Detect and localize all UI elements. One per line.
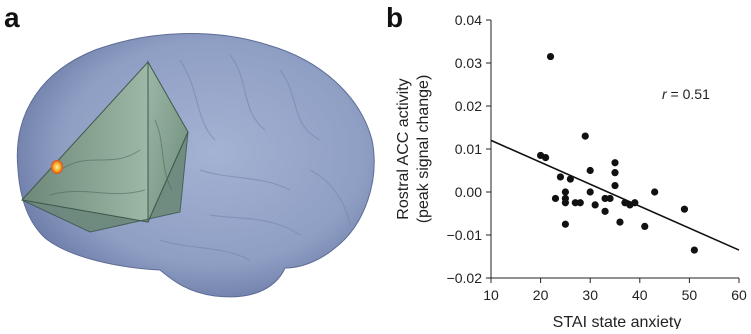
data-point bbox=[616, 218, 624, 226]
x-tick-label: 40 bbox=[632, 287, 648, 303]
data-point bbox=[541, 154, 550, 162]
data-point bbox=[561, 188, 569, 196]
data-point bbox=[606, 194, 614, 203]
brain-render-icon bbox=[16, 33, 375, 298]
y-tick-label: 0.03 bbox=[455, 55, 482, 71]
cutaway-face-bottom bbox=[21, 131, 189, 233]
data-point bbox=[586, 166, 594, 175]
x-tick-label: 20 bbox=[533, 287, 549, 303]
gyri-texture bbox=[159, 54, 351, 261]
x-axis-label: STAI state anxiety bbox=[553, 314, 682, 329]
y-tick-label: 0.00 bbox=[455, 184, 482, 200]
scatter-chart: −0.02 −0.01 0.00 0.01 0.02 0.03 0.04 10 20 30 40 50… bbox=[395, 12, 747, 331]
activation-blob bbox=[51, 160, 63, 174]
panel-label-b: b bbox=[386, 2, 404, 33]
x-tick-label: 50 bbox=[682, 287, 698, 303]
data-point bbox=[546, 52, 555, 61]
y-tick-label: 0.01 bbox=[455, 141, 482, 157]
correlation-value: = 0.51 bbox=[667, 86, 710, 102]
y-tick-label: −0.02 bbox=[447, 270, 483, 286]
data-point bbox=[551, 194, 560, 203]
data-point bbox=[601, 207, 609, 215]
data-point bbox=[586, 188, 594, 196]
x-tick-label: 10 bbox=[483, 287, 499, 303]
data-point bbox=[601, 194, 609, 203]
x-tick-label: 30 bbox=[582, 287, 598, 303]
data-point bbox=[576, 199, 584, 207]
chart-panel: b −0.02 −0.01 0.00 0.01 0.02 0.03 0.04 10 20 30 40… bbox=[380, 0, 751, 331]
panel-label-a: a bbox=[4, 2, 20, 33]
data-point bbox=[611, 181, 619, 190]
y-axis-label: Rostral ACC activity (peak signal change) bbox=[395, 75, 432, 224]
data-point bbox=[556, 173, 565, 181]
brain-panel: a bbox=[0, 0, 380, 329]
data-point bbox=[611, 159, 619, 167]
y-tick-label: 0.04 bbox=[455, 12, 482, 28]
data-point bbox=[611, 169, 619, 177]
data-point bbox=[680, 205, 689, 213]
correlation-annotation: r = 0.51 bbox=[662, 86, 710, 102]
data-point bbox=[571, 199, 579, 207]
y-tick-label: −0.01 bbox=[447, 227, 483, 243]
data-point bbox=[581, 132, 589, 140]
data-point bbox=[651, 188, 659, 196]
regression-line bbox=[490, 139, 740, 251]
data-point bbox=[631, 199, 639, 207]
y-axis-label-line: (peak signal change) bbox=[415, 75, 432, 224]
data-point bbox=[690, 246, 698, 254]
y-axis-label-line: Rostral ACC activity bbox=[395, 78, 412, 219]
cutaway-texture bbox=[49, 119, 173, 196]
data-point bbox=[591, 201, 599, 209]
data-point bbox=[561, 220, 569, 228]
data-point bbox=[561, 199, 569, 207]
y-tick-label: 0.02 bbox=[455, 98, 482, 114]
brain-surface bbox=[16, 33, 375, 298]
data-point bbox=[566, 175, 574, 183]
data-point bbox=[641, 222, 649, 230]
x-tick-label: 60 bbox=[731, 287, 747, 303]
correlation-symbol: r bbox=[662, 86, 668, 102]
